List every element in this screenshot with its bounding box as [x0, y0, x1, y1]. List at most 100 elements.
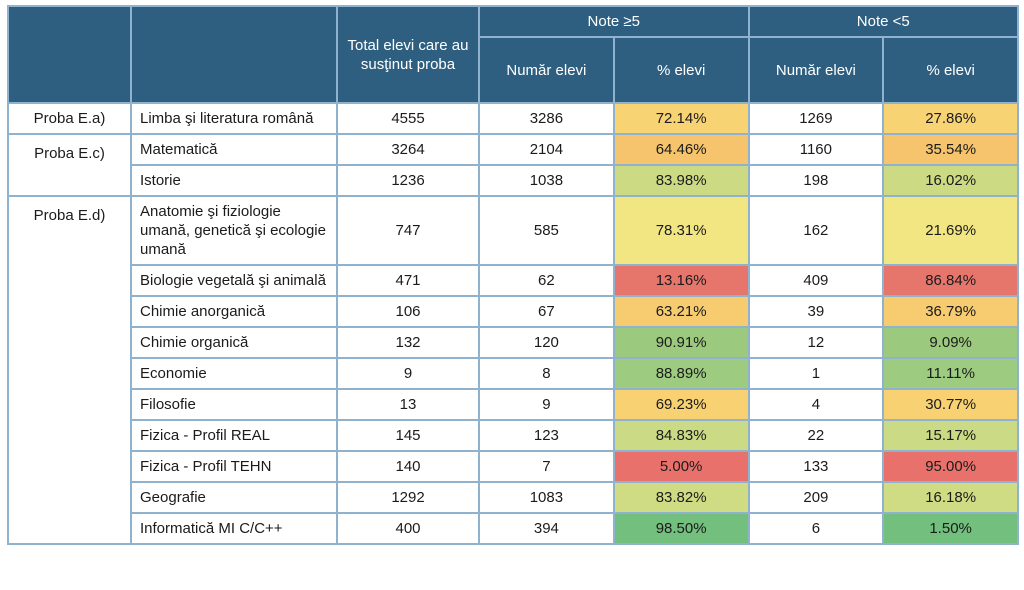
lt5-pct-cell: 86.84% — [882, 264, 1019, 297]
ge5-pct-cell: 90.91% — [612, 326, 750, 359]
ge5-pct-cell: 5.00% — [612, 450, 750, 483]
ge5-count-cell: 1083 — [478, 481, 615, 514]
subject-cell: Fizica - Profil REAL — [130, 419, 338, 452]
ge5-pct-cell: 63.21% — [612, 295, 750, 328]
subject-cell: Matematică — [130, 133, 338, 166]
ge5-pct-cell: 98.50% — [612, 512, 750, 545]
proba-cell: Proba E.a) — [7, 102, 132, 135]
table-row: Proba E.a) Limba şi literatura română 4555… — [7, 102, 1019, 135]
total-cell: 1292 — [336, 481, 480, 514]
ge5-pct-cell: 78.31% — [612, 195, 750, 266]
lt5-pct-cell: 30.77% — [882, 388, 1019, 421]
table-row: Chimie anorganică 106 67 63.21% 39 36.79% — [8, 295, 1019, 328]
lt5-pct-cell: 16.02% — [882, 164, 1019, 197]
table-row: Economie 9 8 88.89% 1 11.11% — [8, 357, 1019, 390]
corner-cell-subject — [130, 5, 338, 104]
subject-cell: Informatică MI C/C++ — [130, 512, 338, 545]
table-row: Filosofie 13 9 69.23% 4 30.77% — [8, 388, 1019, 421]
ge5-pct-cell: 88.89% — [612, 357, 750, 390]
lt5-count-cell: 1269 — [747, 102, 885, 135]
lt5-count-cell: 6 — [747, 512, 885, 545]
lt5-count-cell: 133 — [747, 450, 885, 483]
ge5-pct-cell: 72.14% — [612, 102, 750, 135]
total-cell: 145 — [336, 419, 480, 452]
header-lt5-pct: % elevi — [882, 36, 1019, 104]
subject-cell: Fizica - Profil TEHN — [130, 450, 338, 483]
header-group-lt5: Note <5 — [747, 5, 1019, 38]
ge5-count-cell: 8 — [478, 357, 615, 390]
total-cell: 9 — [336, 357, 480, 390]
header-sub-row: Număr elevi % elevi Număr elevi % elevi — [8, 36, 1019, 104]
lt5-count-cell: 1160 — [747, 133, 885, 166]
exam-results-table: Total elevi care au susţinut proba Note … — [7, 5, 1019, 545]
lt5-pct-cell: 21.69% — [882, 195, 1019, 266]
header-group-row: Total elevi care au susţinut proba Note … — [7, 5, 1019, 104]
ge5-count-cell: 67 — [478, 295, 615, 328]
ge5-count-cell: 120 — [478, 326, 615, 359]
total-cell: 4555 — [336, 102, 480, 135]
lt5-pct-cell: 95.00% — [882, 450, 1019, 483]
ge5-count-cell: 9 — [478, 388, 615, 421]
ge5-pct-cell: 13.16% — [612, 264, 750, 297]
lt5-count-cell: 12 — [747, 326, 885, 359]
ge5-count-cell: 2104 — [478, 133, 615, 166]
total-cell: 1236 — [336, 164, 480, 197]
table-row: Proba E.c) Matematică 3264 2104 64.46% 1160 35… — [7, 133, 1019, 197]
corner-cell-proba — [7, 5, 132, 104]
total-cell: 140 — [336, 450, 480, 483]
total-cell: 106 — [336, 295, 480, 328]
lt5-pct-cell: 1.50% — [882, 512, 1019, 545]
lt5-pct-cell: 9.09% — [882, 326, 1019, 359]
ge5-count-cell: 394 — [478, 512, 615, 545]
ge5-pct-cell: 83.82% — [612, 481, 750, 514]
lt5-count-cell: 409 — [747, 264, 885, 297]
subject-cell: Biologie vegetală şi animală — [130, 264, 338, 297]
subject-cell: Chimie anorganică — [130, 295, 338, 328]
table-row: Geografie 1292 1083 83.82% 209 16.18% — [8, 481, 1019, 514]
lt5-pct-cell: 11.11% — [882, 357, 1019, 390]
table-row: Istorie 1236 1038 83.98% 198 16.02% — [8, 164, 1019, 197]
ge5-count-cell: 585 — [478, 195, 615, 266]
ge5-pct-cell: 83.98% — [612, 164, 750, 197]
subject-cell: Istorie — [130, 164, 338, 197]
table-row: Biologie vegetală şi animală 471 62 13.16% 4… — [8, 264, 1019, 297]
ge5-count-cell: 62 — [478, 264, 615, 297]
ge5-count-cell: 3286 — [478, 102, 615, 135]
total-cell: 3264 — [336, 133, 480, 166]
lt5-count-cell: 162 — [747, 195, 885, 266]
lt5-count-cell: 22 — [747, 419, 885, 452]
header-group-ge5: Note ≥5 — [478, 5, 750, 38]
lt5-count-cell: 198 — [747, 164, 885, 197]
ge5-pct-cell: 64.46% — [612, 133, 750, 166]
lt5-pct-cell: 36.79% — [882, 295, 1019, 328]
table-row: Chimie organică 132 120 90.91% 12 9.09% — [8, 326, 1019, 359]
header-ge5-pct: % elevi — [612, 36, 750, 104]
subject-cell: Filosofie — [130, 388, 338, 421]
lt5-count-cell: 39 — [747, 295, 885, 328]
subject-cell: Limba şi literatura română — [130, 102, 338, 135]
table-row: Proba E.d) Anatomie şi fiziologie umană, … — [7, 195, 1019, 545]
lt5-count-cell: 1 — [747, 357, 885, 390]
lt5-count-cell: 209 — [747, 481, 885, 514]
proba-cell: Proba E.c) — [7, 133, 132, 197]
lt5-pct-cell: 16.18% — [882, 481, 1019, 514]
lt5-pct-cell: 35.54% — [882, 133, 1019, 166]
header-ge5-count: Număr elevi — [478, 36, 615, 104]
proba-cell: Proba E.d) — [7, 195, 132, 545]
total-cell: 132 — [336, 326, 480, 359]
subject-cell: Economie — [130, 357, 338, 390]
ge5-count-cell: 7 — [478, 450, 615, 483]
ge5-count-cell: 1038 — [478, 164, 615, 197]
table-header: Total elevi care au susţinut proba Note … — [7, 5, 1019, 104]
total-cell: 471 — [336, 264, 480, 297]
lt5-count-cell: 4 — [747, 388, 885, 421]
header-lt5-count: Număr elevi — [747, 36, 885, 104]
total-cell: 400 — [336, 512, 480, 545]
ge5-count-cell: 123 — [478, 419, 615, 452]
total-cell: 13 — [336, 388, 480, 421]
table-row: Fizica - Profil TEHN 140 7 5.00% 133 95.00% — [8, 450, 1019, 483]
lt5-pct-cell: 15.17% — [882, 419, 1019, 452]
total-cell: 747 — [336, 195, 480, 266]
subject-cell: Geografie — [130, 481, 338, 514]
ge5-pct-cell: 69.23% — [612, 388, 750, 421]
